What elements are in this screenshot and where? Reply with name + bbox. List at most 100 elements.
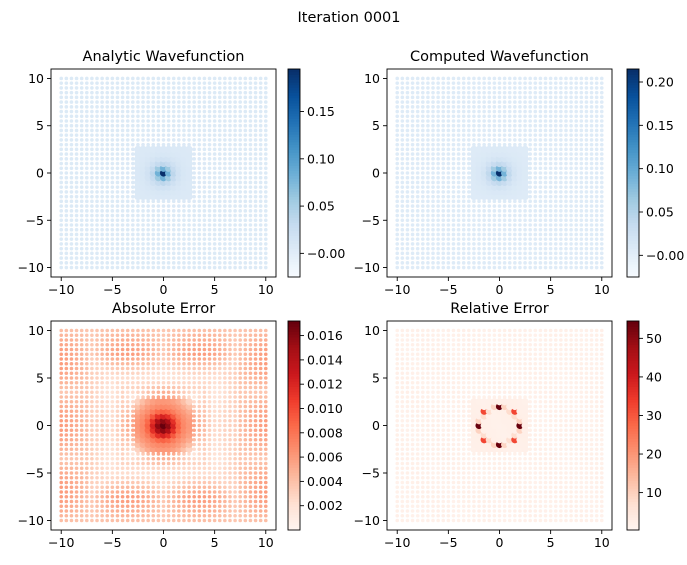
scatter-point [415,90,420,95]
scatter-point [258,76,263,81]
scatter-point [90,466,94,471]
scatter-point [120,185,125,189]
scatter-point [441,76,446,81]
scatter-point [253,105,258,109]
scatter-point [136,371,140,376]
scatter-point [559,232,563,237]
scatter-point [217,423,222,428]
scatter-point [79,390,84,395]
scatter-point [192,218,196,223]
scatter-point [253,81,258,85]
scatter-point [146,223,150,227]
scatter-point [192,385,196,390]
scatter-point [207,100,212,104]
scatter-point [405,142,410,147]
scatter-point [115,447,120,452]
scatter-point [105,185,110,189]
scatter-point [426,152,430,156]
scatter-point [182,480,186,485]
scatter-point [171,105,176,109]
scatter-point [202,213,207,218]
scatter-point [233,76,237,81]
scatter-point [131,138,135,142]
scatter-point [95,428,99,433]
scatter-point [161,232,166,237]
scatter-point [95,190,99,194]
scatter-point [599,175,604,180]
scatter-point [177,513,181,518]
scatter-point [228,114,232,119]
colorbar-segment [627,206,639,210]
scatter-point [258,232,263,237]
scatter-point [79,466,84,471]
scatter-point [74,157,79,161]
scatter-point [223,456,227,461]
scatter-point [421,105,425,109]
scatter-point [538,147,543,152]
colorbar-segment [288,139,300,143]
scatter-point [202,409,207,414]
scatter-point [223,361,227,366]
scatter-point [95,423,99,428]
scatter-point [151,246,156,251]
scatter-point [533,114,538,119]
scatter-point [177,376,181,380]
scatter-point [456,175,461,180]
scatter-point [446,194,451,199]
scatter-point [100,114,104,119]
scatter-point [502,133,507,137]
scatter-point [528,246,532,251]
scatter-point [90,380,94,385]
scatter-point [85,423,89,428]
scatter-point [238,171,242,175]
scatter-point [115,428,120,433]
scatter-point [59,456,64,461]
scatter-point [223,433,227,437]
scatter-point [467,246,471,251]
scatter-point [120,194,125,199]
scatter-point [415,194,420,199]
scatter-point [166,395,171,399]
scatter-point [212,490,217,494]
scatter-point [584,256,589,260]
subplot-2: Computed Wavefunction−10 −5 0 5 10−10−50510−… [354,49,685,297]
scatter-point [197,385,202,390]
scatter-point [212,504,217,509]
scatter-point [502,218,507,223]
scatter-point [125,352,130,357]
scatter-point [212,166,217,171]
scatter-point [506,145,514,153]
scatter-point [543,157,548,161]
scatter-point [197,433,202,437]
scatter-point [161,119,166,123]
scatter-point [472,242,476,246]
scatter-point [477,232,481,237]
scatter-point [228,395,232,399]
scatter-point [136,499,140,504]
scatter-point [90,251,94,256]
scatter-point [431,218,435,223]
scatter-point [451,194,456,199]
scatter-point [456,251,461,256]
scatter-point [538,157,543,161]
scatter-point [69,199,74,204]
scatter-point [90,185,94,189]
scatter-point [85,256,89,260]
scatter-point [154,145,162,153]
scatter-point [528,180,532,185]
scatter-point [248,261,253,265]
scatter-point [548,232,553,237]
scatter-point [69,338,74,342]
scatter-point [90,361,94,366]
scatter-point [180,145,188,153]
scatter-point [431,119,435,123]
scatter-point [599,142,604,147]
scatter-point [217,442,222,447]
scatter-point [171,209,176,213]
scatter-point [79,461,84,466]
scatter-point [248,100,253,104]
scatter-point [120,452,125,456]
scatter-point [553,100,558,104]
scatter-point [69,265,74,270]
scatter-point [131,466,135,471]
